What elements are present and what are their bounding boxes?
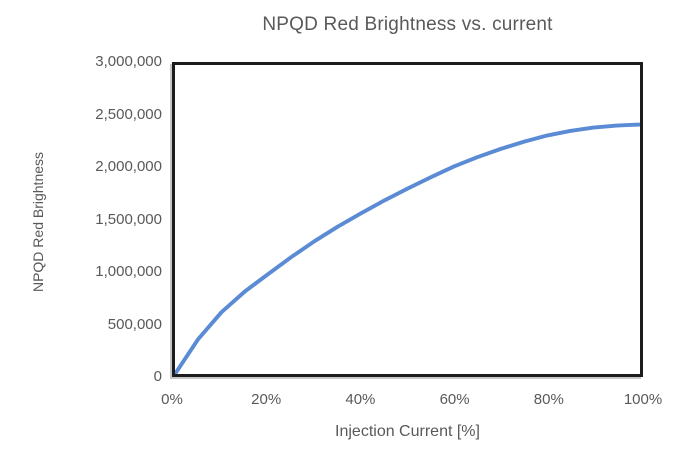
plot-svg (175, 122, 640, 374)
x-tick-label: 100% (623, 391, 663, 408)
brightness-line (175, 122, 640, 374)
plot-area (172, 62, 643, 377)
x-tick-label: 20% (251, 391, 282, 408)
y-tick-label: 2,000,000 (95, 158, 162, 175)
y-tick-label: 1,000,000 (95, 263, 162, 280)
chart-title: NPQD Red Brightness vs. current (262, 14, 553, 35)
y-tick-label: 500,000 (107, 315, 162, 333)
x-tick-label: 60% (439, 391, 470, 408)
x-axis-title: Injection Current [%] (335, 423, 480, 440)
x-tick-label: 0% (161, 391, 183, 408)
y-tick-label: 1,500,000 (95, 210, 162, 228)
x-tick-label: 80% (533, 391, 564, 408)
y-tick-label: 0 (153, 368, 162, 385)
y-tick-label: 3,000,000 (95, 53, 162, 70)
y-tick-label: 2,500,000 (95, 105, 162, 123)
x-tick-label: 40% (345, 391, 376, 408)
